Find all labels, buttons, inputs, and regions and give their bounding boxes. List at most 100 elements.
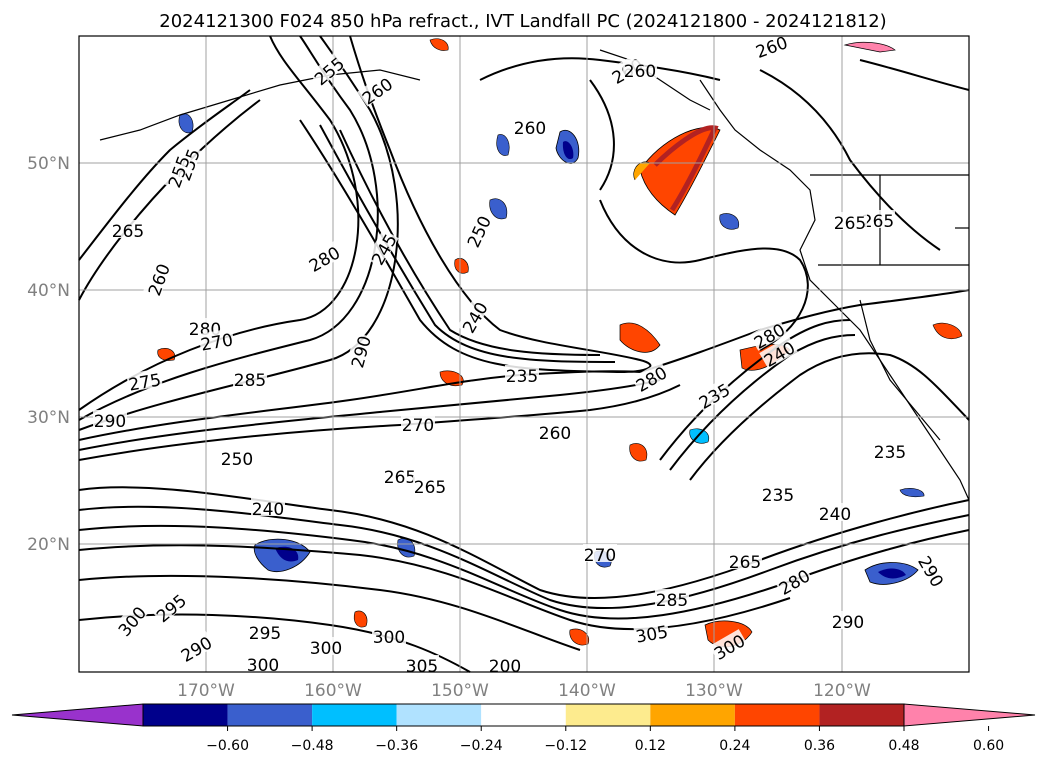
contour-label: 300 [373,628,405,648]
contour-label-bg [142,259,172,299]
contour-label: 285 [234,371,266,391]
colorbar-tick-label: −0.12 [544,738,587,754]
contour-label-bg [538,422,572,440]
colorbar-extend-low [11,703,144,727]
contour-label-bg [220,448,254,466]
contour-label-bg [655,589,689,607]
colorbar-segment [312,704,397,726]
contour-label-bg [248,622,282,640]
contour-label: 290 [832,613,864,633]
colorbar-tick-label: 0.60 [973,738,1004,754]
contour-label-bg [126,368,163,392]
contour-label-bg [366,229,399,268]
colorbar-segment [734,704,820,726]
contour-label-bg [761,484,795,502]
contour-label-bg [246,654,280,672]
negative-anomaly [489,198,508,220]
colorbar-tick-label: −0.48 [291,738,334,754]
contour-label-bg [93,410,127,428]
colorbar-tick-label: 0.48 [888,738,919,754]
contour-label-bg [405,655,439,673]
contour-label: 265 [834,214,866,234]
contour-label-bg [709,629,748,662]
map-frame [78,35,970,673]
colorbar-tick-label: −0.24 [460,738,503,754]
contour-label: 235 [506,367,538,387]
contour-label-bg [309,51,347,88]
colorbar-segment [227,704,313,726]
contour-label: 265 [729,553,761,573]
contour-label-bg [861,210,895,228]
colorbar-tick-label: −0.36 [375,738,418,754]
colorbar-segment [481,704,566,726]
contour-label: 265 [384,468,416,488]
contour-label: 235 [762,486,794,506]
contour-label-bg [111,220,145,238]
contour-label-bg [251,498,285,516]
contour-label-bg [461,211,493,250]
contour-label-bg [401,414,435,432]
contour-label: 265 [862,212,894,232]
lat-label-50n: 50°N [27,154,70,174]
contour-label: 300 [247,656,279,676]
lon-label-150w: 150°W [431,681,489,701]
contour-label-bg [774,564,813,597]
contour-label-bg [833,212,867,230]
colorbar-tick-label: 0.24 [719,738,750,754]
contour-label-bg [749,318,788,351]
contour-label-bg [633,620,670,644]
contour-label-bg [346,332,373,370]
contour-label: 250 [221,450,253,470]
map-panel: 2552602652602552602602552602652452502802… [78,30,970,677]
contour-label-bg [162,151,192,191]
contour-label-bg [916,551,949,590]
positive-anomaly [429,38,449,51]
lat-label-40n: 40°N [27,281,70,301]
contour-label-bg [151,588,189,625]
contour-label: 240 [252,500,284,520]
negative-anomaly [562,141,574,160]
contour-label-bg [513,117,547,135]
lat-label-20n: 20°N [27,535,70,555]
contour-label: 240 [819,505,851,525]
negative-anomaly [878,568,906,579]
colorbar-extend-high [903,703,1036,727]
contour-label: 300 [310,639,342,659]
contour-label-bg [831,611,865,629]
colorbar-tick-label: 0.12 [635,738,666,754]
lon-label-160w: 160°W [304,681,362,701]
contour-label-bg [873,441,907,459]
positive-anomaly [843,41,896,53]
contour-label-bg [751,30,791,60]
contour-label: 270 [584,546,616,566]
contour-label: 260 [624,62,656,82]
contour-label: 290 [94,412,126,432]
colorbar-tick-label: −0.60 [206,738,249,754]
negative-anomaly [899,488,925,498]
lat-label-30n: 30°N [27,408,70,428]
contour-label-bg [457,297,490,336]
lon-label-170w: 170°W [177,681,235,701]
contour-label-bg [728,551,762,569]
contour-label: 260 [539,424,571,444]
contour-label-bg [631,361,670,394]
contour-label-bg [383,466,417,484]
positive-anomaly [353,610,368,628]
negative-anomaly [496,134,510,156]
contour-label: 200 [489,657,521,677]
contour-label-bg [505,365,539,383]
positive-anomaly [932,322,963,339]
contour-label-bg [759,336,798,369]
contour-label: 265 [414,478,446,498]
lon-label-140w: 140°W [558,681,616,701]
contour-label-bg [413,476,447,494]
positive-anomaly [569,628,590,646]
contour-label: 260 [514,119,546,139]
contour-label-bg [357,72,396,107]
contour-label: 265 [112,222,144,242]
map-background [79,36,969,672]
longitude-labels: 170°W 160°W 150°W 140°W 130°W 120°W [177,681,871,701]
contour-label: 235 [874,443,906,463]
colorbar-segment [565,704,651,726]
